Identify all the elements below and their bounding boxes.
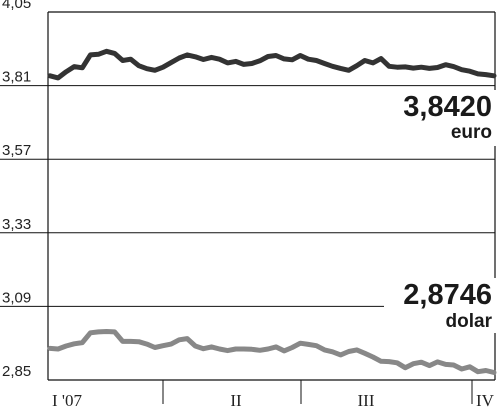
gridlines <box>0 11 496 404</box>
y-tick-label: 4,05 <box>2 0 31 12</box>
y-tick-label: 3,09 <box>2 289 31 306</box>
x-label-q2: II <box>230 391 242 410</box>
euro-label-background <box>384 90 496 146</box>
y-tick-label: 2,85 <box>2 363 31 380</box>
x-axis: I '07 II III IV <box>52 391 495 410</box>
series-lines <box>47 48 497 375</box>
dolar-annotation: 2,8746 dolar <box>384 278 496 333</box>
dolar-series-name: dolar <box>446 311 493 332</box>
euro-series-name: euro <box>451 122 492 143</box>
x-label-q1: I '07 <box>52 391 82 410</box>
y-tick-label: 3,33 <box>2 216 31 233</box>
x-label-q3: III <box>358 391 375 410</box>
y-tick-label: 3,57 <box>2 142 31 159</box>
dolar-label-background <box>384 278 496 333</box>
y-tick-label: 3,81 <box>2 69 31 86</box>
y-axis-ticks: 4,05 3,81 3,57 3,33 3,09 2,85 <box>2 0 31 380</box>
euro-annotation: 3,8420 euro <box>384 90 496 146</box>
dolar-series-line <box>47 329 497 375</box>
euro-series-line <box>47 48 497 81</box>
euro-last-value: 3,8420 <box>403 91 492 123</box>
x-label-q4: IV <box>476 391 495 410</box>
dolar-last-value: 2,8746 <box>403 279 492 311</box>
